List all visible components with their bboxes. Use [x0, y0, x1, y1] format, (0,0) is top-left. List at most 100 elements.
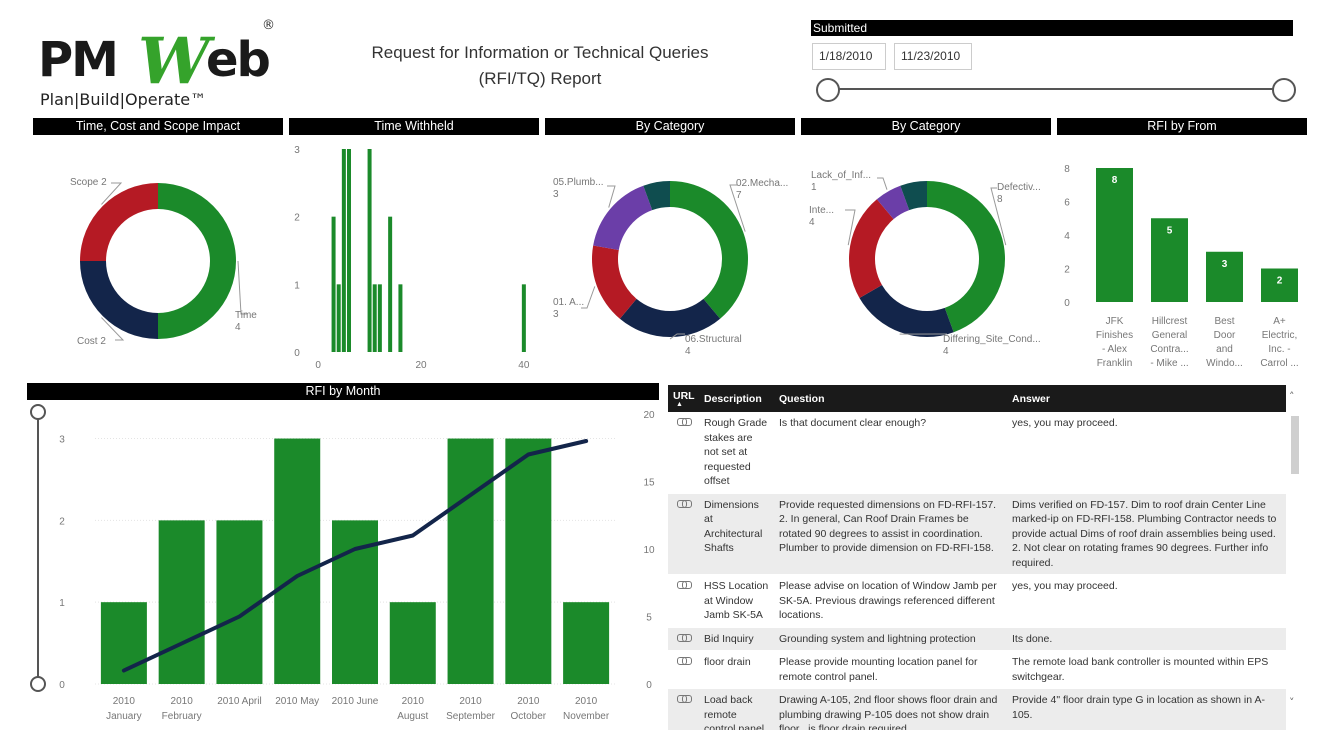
scroll-up-icon[interactable]: ˄ — [1289, 390, 1295, 403]
table-row[interactable]: Bid Inquiry Grounding system and lightni… — [668, 627, 1286, 651]
url-cell[interactable] — [668, 493, 699, 575]
url-cell[interactable] — [668, 574, 699, 628]
end-date-input[interactable]: 11/23/2010 — [894, 43, 972, 70]
y2-tick-label: 5 — [646, 613, 652, 624]
donut-slice — [927, 181, 1005, 333]
from-bar-chart[interactable]: 0 2 4 6 8 8 JFK Finishes - Alex Franklin 5 Hillcres… — [1057, 138, 1307, 378]
axis-range-handle-bottom[interactable] — [30, 676, 46, 692]
table-scrollbar[interactable]: ˄ ˅ — [1288, 388, 1302, 718]
start-date-input[interactable]: 1/18/2010 — [812, 43, 886, 70]
y-tick-label: 1 — [59, 598, 65, 609]
pmweb-logo: PM W eb ® Plan|Build|Operate™ — [38, 18, 288, 112]
slice-label: Cost 2 — [77, 336, 106, 347]
link-icon[interactable] — [677, 581, 692, 589]
slice-label: 4 — [235, 322, 241, 333]
x-category-label: - Alex — [1102, 344, 1127, 355]
x-category-label: 2010 April — [217, 696, 261, 707]
column-header-description[interactable]: Description — [704, 392, 762, 405]
url-cell[interactable] — [668, 688, 699, 730]
report-title-line1: Request for Information or Technical Que… — [371, 43, 709, 62]
donut-slice — [592, 245, 637, 319]
slice-label: 06.Structural — [685, 334, 742, 345]
table-row[interactable]: floor drain Please provide mounting loca… — [668, 650, 1286, 689]
category2-donut-chart[interactable]: Defectiv...8Differing_Site_Cond...4Inte.… — [801, 138, 1051, 373]
logo-text-pm: PM — [38, 32, 119, 88]
x-category-label: Inc. - — [1268, 344, 1290, 355]
slice-label: 4 — [943, 346, 949, 357]
column-header-question[interactable]: Question — [779, 392, 825, 405]
answer-cell: The remote load bank controller is mount… — [1007, 650, 1286, 689]
description-cell: Rough Grade stakes are not set at reques… — [699, 412, 774, 494]
y-tick-label: 3 — [59, 435, 65, 446]
scroll-down-icon[interactable]: ˅ — [1289, 696, 1295, 709]
x-tick-label: 40 — [518, 360, 530, 371]
description-cell: Dimensions at Architectural Shafts — [699, 493, 774, 575]
date-range-end-handle[interactable] — [1272, 78, 1296, 102]
x-category-label: Carrol ... — [1260, 358, 1298, 369]
impact-chart-header: Time, Cost and Scope Impact — [33, 118, 283, 135]
x-category-label: JFK — [1106, 316, 1124, 327]
description-cell: Bid Inquiry — [699, 627, 774, 651]
link-icon[interactable] — [677, 695, 692, 703]
cumulative-line — [121, 439, 589, 673]
table-row[interactable]: Load back remote control panel Drawing A… — [668, 688, 1286, 730]
withheld-bar — [341, 149, 346, 352]
donut-slice — [80, 183, 158, 261]
leader-line — [669, 333, 685, 340]
x-category-label: and — [1216, 344, 1233, 355]
url-cell[interactable] — [668, 412, 699, 494]
withheld-bar — [336, 284, 341, 352]
from-bar — [1206, 251, 1243, 302]
month-combo-chart[interactable]: 0 1 2 3 0 5 10 15 20 2010 January 2010 February 2010 … — [27, 402, 667, 732]
y-tick-label: 4 — [1064, 231, 1070, 242]
axis-range-handle-top[interactable] — [30, 404, 46, 420]
question-cell: Grounding system and lightning protectio… — [774, 627, 1007, 651]
table-row[interactable]: HSS Location at Window Jamb SK-5A Please… — [668, 574, 1286, 628]
leader-line — [581, 286, 596, 309]
leader-line — [101, 317, 125, 341]
link-icon[interactable] — [677, 418, 692, 426]
withheld-bar-chart[interactable]: 0 1 2 3 0 20 40 — [289, 138, 539, 373]
question-cell: Please provide mounting location panel f… — [774, 650, 1007, 689]
table-row[interactable]: Dimensions at Architectural Shafts Provi… — [668, 493, 1286, 575]
from-chart-header: RFI by From — [1057, 118, 1307, 135]
leader-line — [990, 187, 1007, 246]
slice-label: 02.Mecha... — [736, 178, 788, 189]
donut-slice — [670, 181, 748, 319]
bar-value-label: 8 — [1112, 175, 1118, 186]
link-icon[interactable] — [677, 499, 692, 508]
withheld-bar — [372, 284, 377, 352]
table-row[interactable]: Rough Grade stakes are not set at reques… — [668, 412, 1286, 494]
question-cell: Drawing A-105, 2nd floor shows floor dra… — [774, 688, 1007, 730]
url-cell[interactable] — [668, 650, 699, 689]
y-tick-label: 8 — [1064, 164, 1070, 175]
url-cell[interactable] — [668, 627, 699, 651]
y-tick-label: 0 — [294, 348, 300, 359]
column-header-url[interactable]: URL ▲ — [673, 389, 695, 408]
scroll-thumb[interactable] — [1291, 416, 1299, 474]
x-category-label: 2010 — [113, 696, 136, 707]
link-icon[interactable] — [677, 657, 692, 665]
x-category-label: 2010 — [402, 696, 425, 707]
x-category-label: Door — [1214, 330, 1236, 341]
x-category-label: November — [563, 711, 610, 722]
column-header-answer[interactable]: Answer — [1012, 392, 1050, 405]
logo-tagline: Plan|Build|Operate™ — [40, 90, 207, 109]
slice-label: 4 — [685, 346, 691, 357]
y2-tick-label: 20 — [643, 410, 655, 421]
x-category-label: Best — [1214, 316, 1234, 327]
x-category-label: September — [446, 711, 496, 722]
slice-label: 3 — [553, 189, 559, 200]
date-range-slider-track[interactable] — [836, 88, 1276, 90]
logo-text-w: W — [138, 24, 210, 99]
withheld-bar — [398, 284, 403, 352]
withheld-bar — [367, 149, 372, 352]
month-bar — [389, 602, 436, 684]
sort-ascending-icon: ▲ — [676, 400, 683, 408]
link-icon[interactable] — [677, 633, 692, 642]
date-range-start-handle[interactable] — [816, 78, 840, 102]
from-bar — [1096, 168, 1133, 302]
slice-label: 05.Plumb... — [553, 177, 604, 188]
